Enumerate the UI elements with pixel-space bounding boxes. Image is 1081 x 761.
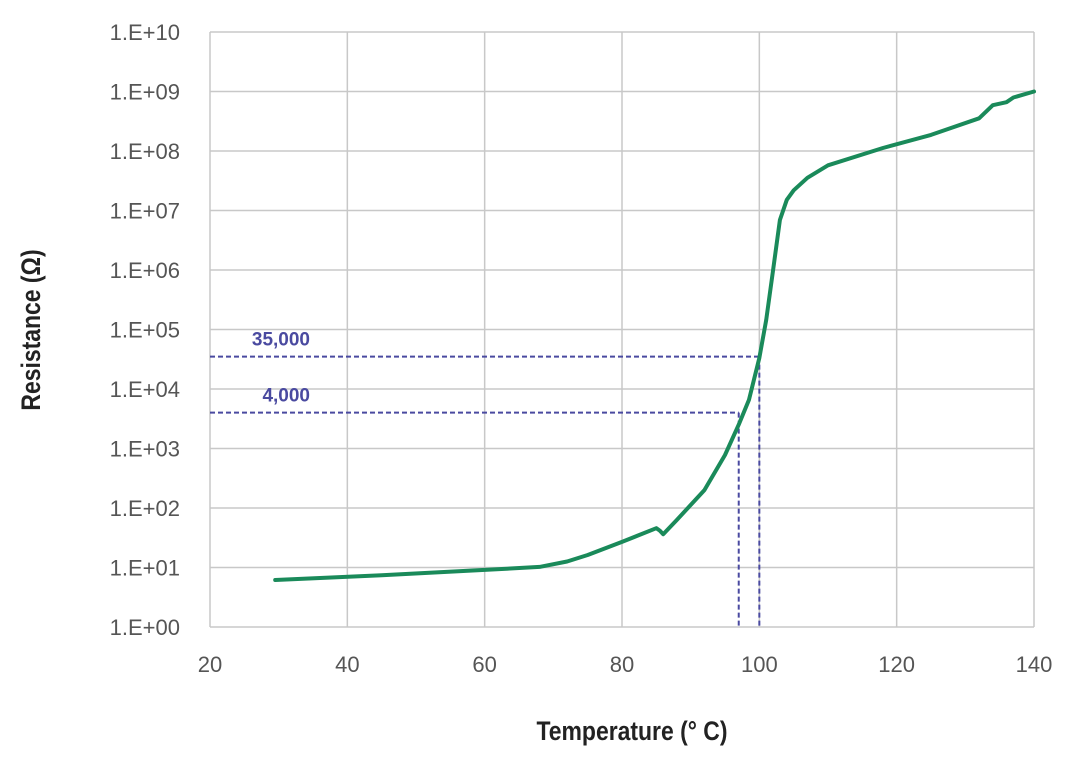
annotation-label: 4,000	[262, 386, 310, 407]
x-tick-label: 60	[472, 652, 496, 677]
x-tick-label: 20	[198, 652, 222, 677]
grid	[209, 31, 1035, 628]
x-tick-label: 120	[878, 652, 915, 677]
y-tick-label: 1.E+01	[110, 556, 180, 581]
y-axis-ticks: 1.E+00 1.E+01 1.E+02 1.E+03 1.E+04 1.E+05 1.E+…	[110, 20, 180, 640]
x-tick-label: 80	[610, 652, 634, 677]
y-tick-label: 1.E+04	[110, 377, 180, 402]
annotation-label: 35,000	[252, 330, 310, 351]
y-tick-label: 1.E+05	[110, 318, 180, 343]
y-tick-label: 1.E+09	[110, 80, 180, 105]
x-tick-label: 40	[335, 652, 359, 677]
x-axis-label: Temperature (° C)	[536, 716, 727, 746]
y-tick-label: 1.E+00	[110, 615, 180, 640]
series-line-resistance	[273, 89, 1036, 582]
y-tick-label: 1.E+10	[110, 20, 180, 45]
y-tick-label: 1.E+07	[110, 199, 180, 224]
y-tick-label: 1.E+03	[110, 437, 180, 462]
y-tick-label: 1.E+02	[110, 496, 180, 521]
x-tick-label: 140	[1016, 652, 1053, 677]
x-tick-label: 100	[741, 652, 778, 677]
x-axis-ticks: 20 40 60 80 100 120 140	[198, 652, 1053, 677]
y-tick-label: 1.E+08	[110, 139, 180, 164]
y-tick-label: 1.E+06	[110, 258, 180, 283]
annotations: 35,000 4,000	[210, 330, 761, 627]
y-axis-label: Resistance (Ω)	[16, 249, 46, 410]
